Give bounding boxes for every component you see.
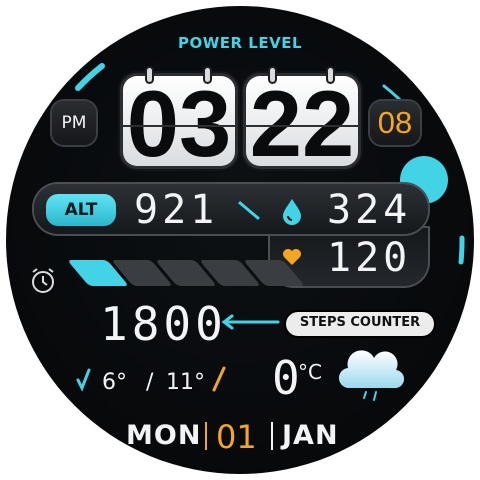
steps-value: 1800 (100, 297, 227, 351)
ampm-indicator: PM (52, 101, 96, 145)
heart-rate-value: 120 (327, 235, 412, 281)
temp-low: 6° (102, 370, 127, 395)
hour-value: 03 (126, 71, 232, 176)
date-day: 01 (216, 418, 257, 456)
steps-counter-label: STEPS COUNTER (284, 310, 436, 338)
humidity-value: 324 (327, 187, 412, 233)
date-weekday: MON (126, 420, 202, 451)
droplet-icon (283, 199, 301, 225)
arrow-left-icon (221, 314, 280, 330)
temp-separator: / (146, 370, 154, 395)
temp-unit: °C (298, 360, 322, 384)
date-divider (205, 422, 207, 450)
minute-value: 22 (249, 71, 355, 176)
altitude-value: 921 (134, 187, 219, 233)
date-divider (271, 422, 273, 450)
low-temp-icon (76, 368, 91, 392)
heart-icon (283, 249, 301, 265)
minute-flip: 22 (246, 68, 358, 172)
temp-current: 0 (272, 351, 300, 405)
temp-high: 11° (166, 370, 205, 395)
alarm-clock-icon[interactable] (28, 266, 58, 296)
battery-segments (67, 258, 305, 288)
seconds-indicator: 08 (370, 101, 420, 145)
high-temp-icon (212, 366, 226, 392)
power-level-label: POWER LEVEL (177, 34, 303, 52)
altitude-label: ALT (46, 194, 116, 226)
hour-flip: 03 (123, 68, 235, 172)
cloud-rain-icon (338, 350, 405, 401)
date-month: JAN (282, 420, 339, 451)
